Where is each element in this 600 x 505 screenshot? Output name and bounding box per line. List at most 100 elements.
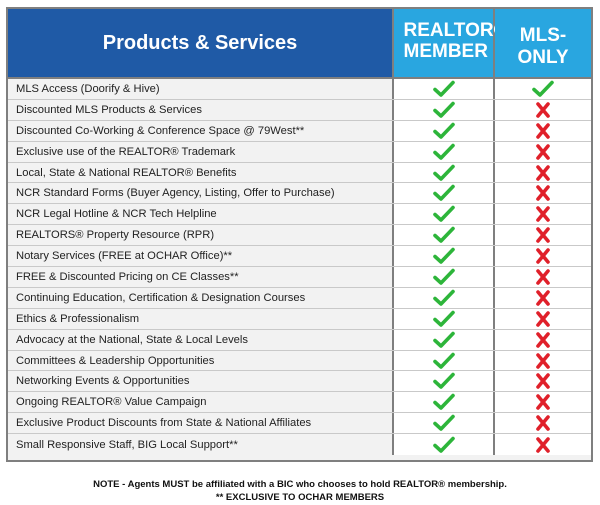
product-label: Exclusive Product Discounts from State &… [8, 413, 394, 434]
check-icon [432, 164, 455, 181]
cross-icon [536, 206, 550, 223]
table-row: NCR Legal Hotline & NCR Tech Helpline [8, 204, 591, 226]
cross-icon [536, 143, 550, 160]
member-cell [394, 120, 495, 141]
mls-only-cell [495, 413, 591, 434]
cross-icon [536, 102, 550, 118]
product-label: NCR Legal Hotline & NCR Tech Helpline [8, 204, 394, 225]
check-icon [432, 289, 455, 306]
mls-only-cell [495, 120, 591, 141]
check-icon [432, 205, 455, 223]
check-icon [432, 122, 455, 139]
table-row: REALTORS® Property Resource (RPR) [8, 225, 591, 247]
member-cell [394, 141, 495, 162]
table-row: Ethics & Professionalism [8, 308, 591, 330]
cross-icon [536, 269, 550, 285]
member-cell [394, 246, 495, 267]
cross-icon [536, 122, 550, 139]
mls-only-cell [495, 350, 591, 371]
member-cell [394, 371, 495, 392]
table-row: Committees & Leadership Opportunities [8, 350, 591, 372]
cross-icon [536, 248, 550, 264]
table-row: Discounted MLS Products & Services [8, 99, 591, 121]
comparison-table: Products & Services REALTOR® MEMBER MLS-… [6, 7, 593, 462]
mls-only-cell [495, 204, 591, 225]
mls-only-cell [495, 141, 591, 162]
product-label: NCR Standard Forms (Buyer Agency, Listin… [8, 183, 394, 204]
check-icon [432, 268, 455, 285]
cross-icon [536, 436, 550, 453]
mls-only-cell [495, 308, 591, 329]
cross-icon [536, 310, 550, 327]
membership-note: NOTE - Agents MUST be affiliated with a … [93, 479, 507, 490]
cross-icon [536, 331, 550, 348]
check-icon [432, 414, 455, 431]
cross-icon [536, 185, 550, 202]
mls-only-cell [495, 267, 591, 287]
mls-only-cell [495, 371, 591, 392]
check-icon [432, 80, 455, 97]
member-cell [394, 267, 495, 287]
product-label: Small Responsive Staff, BIG Local Suppor… [8, 434, 394, 456]
check-icon [432, 373, 455, 390]
check-icon [432, 310, 455, 327]
cross-icon [536, 373, 550, 390]
check-icon [432, 185, 455, 202]
header-products-services: Products & Services [8, 9, 394, 77]
product-label: Discounted Co-Working & Conference Space… [8, 120, 394, 141]
table-row: Networking Events & Opportunities [8, 371, 591, 393]
member-cell [394, 308, 495, 329]
member-cell [394, 350, 495, 371]
table-row: Small Responsive Staff, BIG Local Suppor… [8, 434, 591, 456]
table-row: Exclusive Product Discounts from State &… [8, 413, 591, 435]
mls-only-cell [495, 162, 591, 183]
member-cell [394, 413, 495, 434]
table-row: MLS Access (Doorify & Hive) [8, 79, 591, 100]
product-label: Notary Services (FREE at OCHAR Office)** [8, 246, 394, 267]
product-label: Exclusive use of the REALTOR® Trademark [8, 141, 394, 162]
check-icon [432, 352, 455, 369]
member-cell [394, 392, 495, 413]
table-row: FREE & Discounted Pricing on CE Classes*… [8, 267, 591, 288]
header-realtor-member: REALTOR® MEMBER [394, 9, 508, 77]
product-label: MLS Access (Doorify & Hive) [8, 79, 394, 99]
exclusive-note: ** EXCLUSIVE TO OCHAR MEMBERS [215, 492, 385, 503]
member-cell [394, 329, 495, 350]
check-icon [532, 80, 554, 97]
product-label: Continuing Education, Certification & De… [8, 287, 394, 308]
member-cell [394, 287, 495, 308]
mls-only-cell [495, 434, 591, 456]
check-icon [432, 393, 455, 411]
check-icon [432, 226, 455, 243]
footnotes: NOTE - Agents MUST be affiliated with a … [0, 478, 600, 504]
product-label: FREE & Discounted Pricing on CE Classes*… [8, 267, 394, 287]
mls-only-cell [495, 287, 591, 308]
table-row: Notary Services (FREE at OCHAR Office)** [8, 246, 591, 268]
product-label: REALTORS® Property Resource (RPR) [8, 225, 394, 246]
member-cell [394, 225, 495, 246]
check-icon [432, 436, 455, 453]
cross-icon [536, 352, 550, 369]
cross-icon [536, 164, 550, 181]
table-body: MLS Access (Doorify & Hive) Discounted ML… [8, 79, 591, 456]
product-label: Networking Events & Opportunities [8, 371, 394, 392]
mls-only-cell [495, 225, 591, 246]
table-row: Advocacy at the National, State & Local … [8, 329, 591, 351]
table-row: Continuing Education, Certification & De… [8, 287, 591, 309]
header-mls-only: MLS-ONLY [495, 9, 591, 77]
member-cell [394, 434, 495, 456]
check-icon [432, 101, 455, 118]
table-row: Local, State & National REALTOR® Benefit… [8, 162, 591, 184]
mls-only-cell [495, 99, 591, 120]
product-label: Advocacy at the National, State & Local … [8, 329, 394, 350]
member-cell [394, 183, 495, 204]
cross-icon [536, 290, 550, 306]
table-row: Discounted Co-Working & Conference Space… [8, 120, 591, 142]
product-label: Discounted MLS Products & Services [8, 99, 394, 120]
product-label: Ethics & Professionalism [8, 308, 394, 329]
mls-only-cell [495, 329, 591, 350]
product-label: Ongoing REALTOR® Value Campaign [8, 392, 394, 413]
product-label: Committees & Leadership Opportunities [8, 350, 394, 371]
cross-icon [536, 415, 550, 431]
member-cell [394, 79, 495, 99]
